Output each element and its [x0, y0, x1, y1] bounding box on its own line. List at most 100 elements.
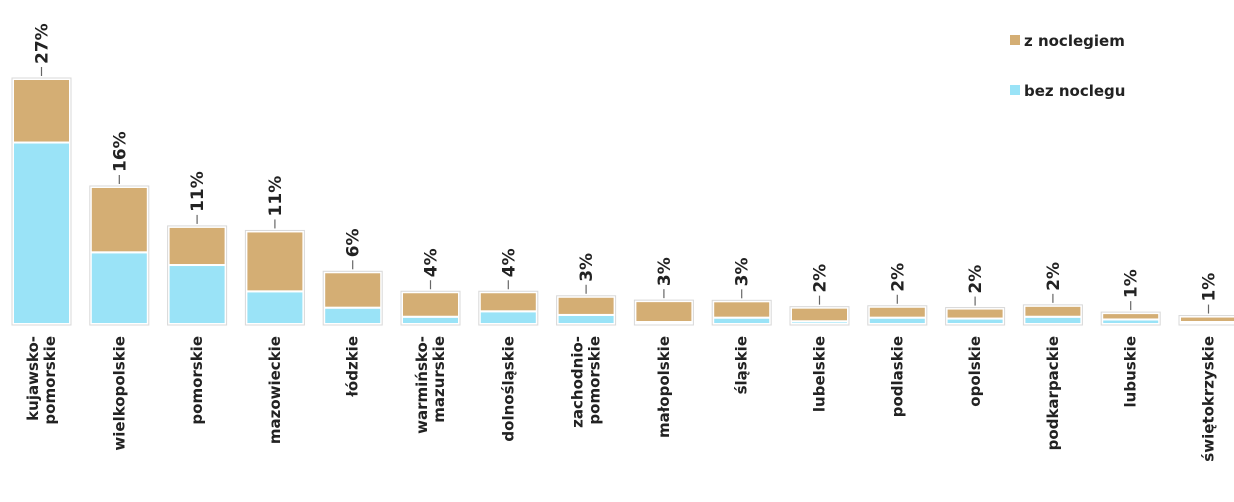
category-label-line: dolnośląskie — [499, 336, 517, 442]
category-label: śląskie — [733, 336, 751, 394]
category-label: zachodnio-pomorskie — [569, 336, 604, 428]
bars-group — [11, 77, 1234, 326]
value-label: 4% — [499, 248, 519, 277]
value-labels-group: 27% 16% 11% 11% 6% 4% 4% 3% 3% 3% 2% 2% 2% 2% 1% 1% — [33, 23, 1220, 314]
category-label-line: kujawsko- — [24, 336, 42, 421]
bar-frame — [478, 290, 539, 326]
category-label-line: mazurskie — [430, 336, 448, 423]
bar-frame — [11, 77, 72, 326]
bar-segment-z-noclegiem — [401, 291, 460, 318]
value-label: 3% — [655, 257, 675, 286]
category-label-line: opolskie — [966, 336, 984, 407]
category-label: pomorskie — [188, 336, 206, 425]
bar-frame — [867, 305, 928, 326]
category-label: świętokrzyskie — [1200, 336, 1218, 462]
bar-segment-bez-noclegu — [478, 310, 538, 325]
category-label-line: pomorskie — [188, 336, 206, 425]
bar-segment-z-noclegiem — [1023, 304, 1083, 318]
category-label-line: podkarpackie — [1044, 336, 1062, 450]
bar-segment-bez-noclegu — [89, 251, 149, 326]
category-label-line: mazowieckie — [266, 336, 284, 444]
bar-segment-bez-noclegu — [1023, 315, 1083, 326]
bar-frame — [1100, 311, 1161, 326]
value-label: 2% — [966, 265, 986, 294]
category-label-line: świętokrzyskie — [1200, 336, 1218, 462]
bar-segment-z-noclegiem — [1101, 312, 1161, 321]
value-label: 11% — [188, 171, 208, 212]
category-labels-group: kujawsko-pomorskie wielkopolskie pomorskie… — [24, 336, 1218, 462]
category-label: warmińsko-mazurskie — [413, 336, 448, 434]
category-label: lubuskie — [1122, 336, 1140, 407]
category-label: lubelskie — [811, 336, 829, 412]
bar-segment-z-noclegiem — [323, 271, 383, 309]
bar-segment-z-noclegiem — [556, 295, 616, 316]
bar-segment-z-noclegiem — [867, 305, 927, 319]
bar-segment-bez-noclegu — [167, 264, 227, 326]
value-label: 3% — [577, 253, 597, 282]
bar-frame — [556, 295, 617, 326]
category-label-line: lubuskie — [1122, 336, 1140, 407]
category-label: podlaskie — [888, 336, 906, 417]
category-label-line: zachodnio- — [569, 336, 587, 428]
bar-segment-z-noclegiem — [634, 300, 694, 324]
category-label: wielkopolskie — [110, 336, 128, 451]
category-label: małopolskie — [655, 336, 673, 438]
bar-segment-z-noclegiem — [245, 230, 305, 293]
bar-frame — [945, 307, 1006, 326]
value-label: 2% — [811, 264, 831, 293]
bar-segment-z-noclegiem — [1179, 315, 1234, 323]
bar-frame — [400, 290, 461, 326]
bar-frame — [1022, 304, 1083, 326]
value-label: 4% — [422, 248, 442, 277]
category-label-line: małopolskie — [655, 336, 673, 438]
legend-label: z noclegiem — [1024, 32, 1125, 50]
category-label-line: lubelskie — [811, 336, 829, 412]
bar-frame — [711, 299, 772, 326]
value-label: 2% — [1044, 262, 1064, 291]
legend-label: bez noclegu — [1024, 82, 1125, 100]
category-label: podkarpackie — [1044, 336, 1062, 450]
bar-segment-bez-noclegu — [245, 290, 305, 326]
bar-segment-z-noclegiem — [945, 307, 1005, 320]
bar-segment-z-noclegiem — [89, 185, 149, 254]
bar-frame — [1178, 315, 1234, 326]
bar-frame — [89, 185, 150, 326]
bar-frame — [244, 229, 305, 326]
value-label: 1% — [1200, 273, 1220, 302]
value-label: 1% — [1122, 269, 1142, 298]
category-label-line: podlaskie — [888, 336, 906, 417]
value-label: 27% — [33, 23, 53, 64]
bar-segment-z-noclegiem — [478, 291, 538, 313]
legend-swatch — [1010, 35, 1020, 45]
bar-segment-bez-noclegu — [401, 315, 460, 326]
bar-segment-z-noclegiem — [167, 225, 227, 267]
category-label-line: pomorskie — [586, 336, 604, 425]
category-label-line: pomorskie — [41, 336, 59, 425]
category-label-line: warmińsko- — [413, 336, 431, 434]
legend-swatch — [1010, 85, 1020, 95]
bar-segment-z-noclegiem — [712, 300, 772, 319]
value-label: 11% — [266, 176, 286, 217]
value-label: 6% — [344, 228, 364, 257]
bar-segment-bez-noclegu — [556, 313, 616, 326]
value-label: 3% — [733, 257, 753, 286]
category-label-line: wielkopolskie — [110, 336, 128, 451]
category-label: łódzkie — [344, 336, 362, 398]
bar-segment-z-noclegiem — [790, 306, 849, 323]
value-label: 16% — [110, 131, 130, 172]
bar-frame — [322, 270, 383, 326]
bar-segment-z-noclegiem — [12, 78, 71, 144]
category-label-line: łódzkie — [344, 336, 362, 398]
value-label: 2% — [888, 263, 908, 292]
bar-frame — [789, 306, 850, 326]
category-label: mazowieckie — [266, 336, 284, 444]
category-label-line: śląskie — [733, 336, 751, 394]
category-label: opolskie — [966, 336, 984, 407]
legend: z noclegiem bez noclegu — [1010, 32, 1125, 100]
category-label: dolnośląskie — [499, 336, 517, 442]
bar-segment-bez-noclegu — [323, 306, 383, 325]
bar-frame — [167, 225, 228, 326]
bar-frame — [633, 299, 694, 326]
category-label: kujawsko-pomorskie — [24, 336, 59, 425]
